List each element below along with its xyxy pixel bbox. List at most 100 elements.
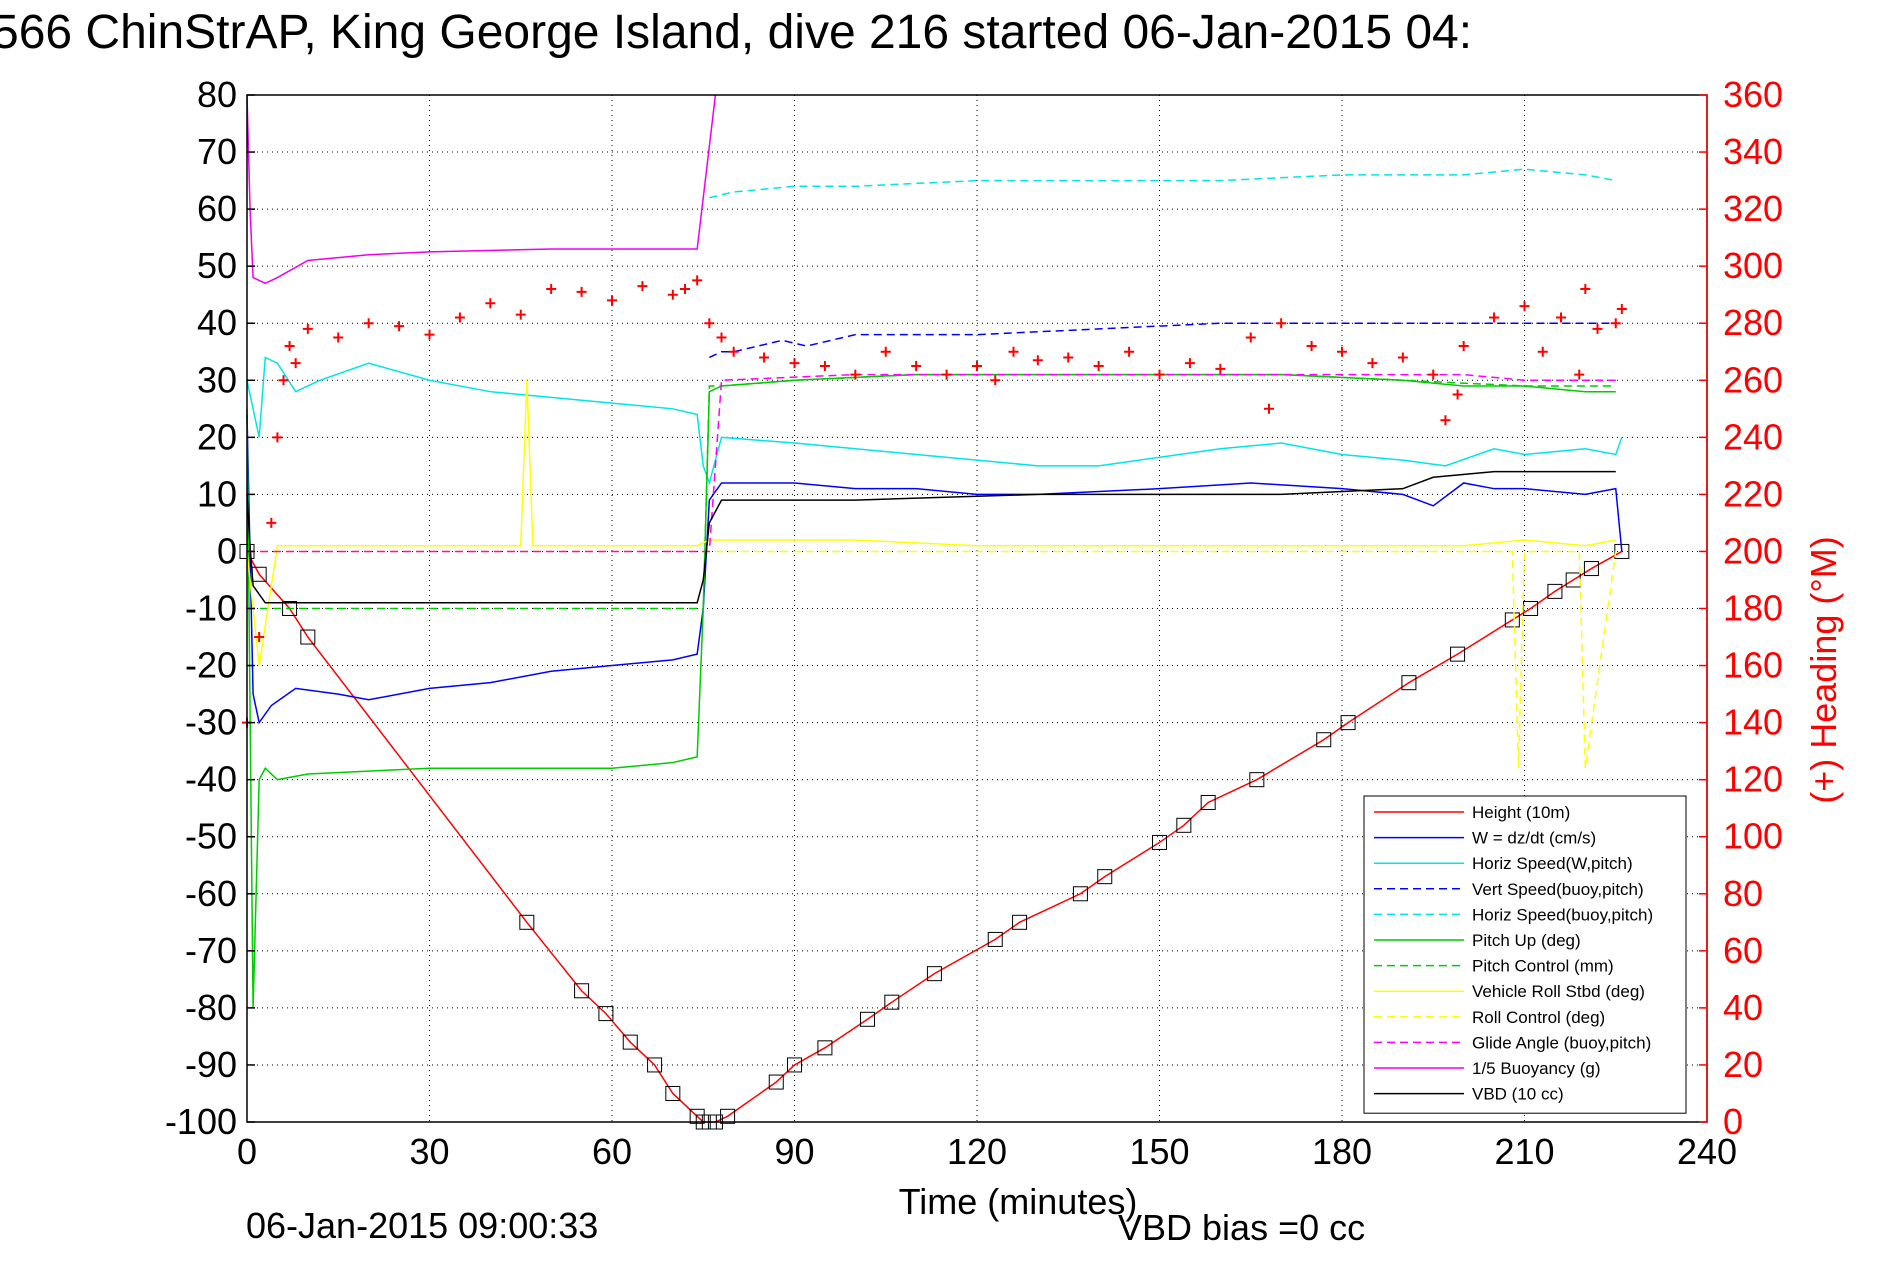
heading-point	[680, 283, 690, 294]
series-line-3	[709, 322, 1616, 359]
y-tick-label: 10	[197, 473, 237, 514]
heading-point	[1215, 363, 1226, 374]
legend-label: Pitch Control (mm)	[1472, 957, 1614, 976]
heading-point	[1337, 346, 1347, 357]
heading-point	[1032, 355, 1043, 366]
heading-point	[254, 632, 265, 643]
heading-point	[1592, 323, 1603, 334]
depth-marker	[622, 1034, 638, 1050]
heading-point	[1264, 403, 1274, 414]
depth-marker	[1340, 715, 1356, 731]
right-axis-label: (+) Heading (°M)	[1803, 536, 1844, 803]
heading-point	[819, 361, 830, 372]
heading-point	[667, 289, 678, 300]
chart-title: 566 ChinStrAP, King George Island, dive …	[0, 6, 1472, 59]
depth-marker	[1072, 886, 1088, 902]
depth-marker	[884, 994, 900, 1010]
series-line-2	[246, 356, 1623, 486]
depth-marker	[1152, 834, 1167, 850]
depth-marker	[1097, 869, 1113, 885]
heading-point	[880, 346, 891, 357]
legend-label: Glide Angle (buoy,pitch)	[1472, 1033, 1651, 1052]
y-tick-label: -30	[185, 702, 237, 743]
heading-point	[850, 369, 861, 380]
series-line-11	[246, 470, 1616, 604]
right-tick-label: 200	[1723, 530, 1783, 571]
footer-date: 06-Jan-2015 09:00:33	[246, 1205, 598, 1246]
heading-point	[454, 312, 465, 323]
heading-point	[941, 369, 952, 380]
right-tick-label: 240	[1723, 416, 1783, 457]
heading-point	[1519, 301, 1530, 312]
y-tick-label: 0	[217, 530, 237, 571]
depth-marker	[768, 1074, 784, 1090]
heading-point	[1367, 358, 1378, 369]
series-line-1	[246, 414, 1623, 725]
depth-marker	[1401, 675, 1417, 691]
y-tick-label: 20	[197, 416, 237, 457]
x-tick-label: 0	[237, 1131, 257, 1172]
right-tick-label: 340	[1723, 131, 1783, 172]
heading-point	[1093, 361, 1104, 372]
heading-point	[1184, 358, 1195, 369]
x-tick-label: 150	[1129, 1131, 1189, 1172]
depth-marker	[598, 1006, 614, 1022]
heading-point	[363, 318, 374, 329]
x-tick-label: 210	[1494, 1131, 1554, 1172]
series-line-6	[247, 373, 1616, 610]
depth-marker	[1200, 794, 1216, 810]
heading-point	[290, 358, 301, 369]
right-tick-label: 20	[1723, 1044, 1763, 1085]
depth-marker	[1249, 772, 1265, 788]
heading-point	[1276, 318, 1287, 329]
depth-marker	[282, 601, 298, 616]
y-tick-label: -60	[185, 873, 237, 914]
heading-point	[1245, 332, 1256, 343]
depth-marker	[647, 1057, 663, 1073]
right-tick-label: 360	[1723, 74, 1783, 115]
legend-label: 1/5 Buoyancy (g)	[1472, 1059, 1601, 1078]
heading-point	[1306, 341, 1317, 352]
heading-point	[1063, 352, 1074, 363]
y-tick-label: -80	[185, 987, 237, 1028]
legend-label: Vehicle Roll Stbd (deg)	[1472, 982, 1645, 1001]
y-tick-label: 50	[197, 245, 237, 286]
depth-marker	[787, 1057, 802, 1073]
y-tick-label: -50	[185, 816, 237, 857]
heading-point	[911, 361, 922, 372]
right-tick-label: 80	[1723, 873, 1763, 914]
heading-point	[1537, 346, 1548, 357]
x-tick-label: 90	[774, 1131, 814, 1172]
legend-label: Vert Speed(buoy,pitch)	[1472, 880, 1644, 899]
series-line-4	[709, 168, 1616, 199]
heading-point	[704, 318, 715, 329]
right-tick-label: 300	[1723, 245, 1783, 286]
heading-point	[424, 329, 435, 340]
legend-label: Roll Control (deg)	[1472, 1008, 1605, 1027]
depth-marker	[574, 983, 590, 999]
series-line-0	[246, 550, 1623, 1123]
plot-area	[239, 94, 1630, 1130]
x-tick-label: 120	[947, 1131, 1007, 1172]
heading-point	[1154, 369, 1165, 380]
depth-marker	[689, 1108, 705, 1124]
heading-point	[1458, 341, 1469, 352]
depth-marker	[987, 931, 1003, 947]
x-axis-label: Time (minutes)	[899, 1181, 1138, 1222]
heading-point	[1574, 369, 1585, 380]
legend-label: Pitch Up (deg)	[1472, 931, 1581, 950]
heading-point	[278, 375, 289, 386]
tick-labels: 0 30 60 90 120 150 180 210 24080706050403020100-…	[165, 74, 1783, 1172]
heading-point	[272, 432, 283, 443]
y-tick-label: -90	[185, 1044, 237, 1085]
right-tick-label: 160	[1723, 645, 1783, 686]
x-tick-label: 180	[1312, 1131, 1372, 1172]
depth-marker	[1176, 817, 1192, 833]
right-tick-label: 280	[1723, 302, 1783, 343]
y-tick-label: 70	[197, 131, 237, 172]
depth-marker	[519, 914, 535, 930]
heading-point	[990, 375, 1001, 386]
heading-point	[972, 361, 982, 372]
x-tick-label: 30	[409, 1131, 449, 1172]
right-tick-label: 100	[1723, 816, 1783, 857]
